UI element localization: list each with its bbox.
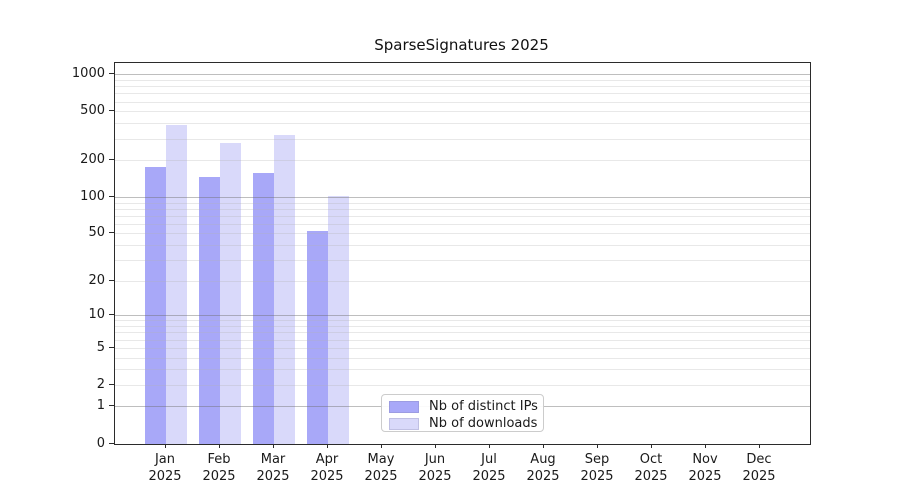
y-tick-mark-200 [109,159,114,161]
y-tick-mark-0 [109,442,114,444]
minor-gridline-600 [115,101,810,103]
x-tick-mark-jul [488,444,490,448]
major-gridline-100 [115,196,810,198]
y-tick-label-100: 100 [80,188,105,204]
y-tick-label-1000: 1000 [71,66,105,82]
y-tick-mark-5 [109,346,114,348]
minor-gridline-60 [115,223,810,225]
x-tick-mark-feb [218,444,220,448]
y-tick-mark-100 [109,195,114,197]
minor-gridline-3 [115,369,810,371]
x-tick-label-mar: Mar 2025 [256,452,290,484]
legend-row: Nb of distinct IPs [389,399,543,415]
x-tick-label-feb: Feb 2025 [202,452,236,484]
bar-nb-of-distinct-ips-jan [145,166,166,444]
x-tick-mark-jan [164,444,166,448]
legend-swatch-icon [389,418,419,430]
x-tick-mark-mar [272,444,274,448]
legend-label: Nb of downloads [429,416,538,431]
y-tick-label-2: 2 [96,376,105,392]
x-tick-mark-sep [596,444,598,448]
minor-gridline-700 [115,93,810,95]
x-tick-label-jan: Jan 2025 [148,452,182,484]
x-tick-mark-apr [326,444,328,448]
x-tick-mark-may [380,444,382,448]
x-tick-label-nov: Nov 2025 [688,452,722,484]
x-tick-label-jul: Jul 2025 [472,452,506,484]
bar-nb-of-downloads-jan [166,125,187,444]
y-tick-mark-2 [109,383,114,385]
minor-gridline-9 [115,320,810,322]
plot-area: Nb of distinct IPs Nb of downloads [114,62,811,445]
minor-gridline-50 [115,233,810,235]
y-tick-label-20: 20 [88,272,105,288]
y-tick-mark-10 [109,314,114,316]
x-tick-mark-nov [704,444,706,448]
minor-gridline-80 [115,208,810,210]
minor-gridline-400 [115,123,810,125]
y-tick-label-5: 5 [96,339,105,355]
minor-gridline-40 [115,245,810,247]
bar-nb-of-downloads-mar [274,134,295,444]
y-tick-mark-50 [109,232,114,234]
y-tick-mark-500 [109,110,114,112]
minor-gridline-5 [115,347,810,349]
bar-nb-of-distinct-ips-mar [253,173,274,444]
x-tick-label-sep: Sep 2025 [580,452,614,484]
minor-gridline-70 [115,215,810,217]
x-tick-label-aug: Aug 2025 [526,452,560,484]
x-tick-mark-aug [542,444,544,448]
major-gridline-10 [115,315,810,317]
gridlines-layer [115,63,810,444]
minor-gridline-30 [115,260,810,262]
x-tick-label-jun: Jun 2025 [418,452,452,484]
minor-gridline-300 [115,138,810,140]
legend-row: Nb of downloads [389,416,543,432]
legend-label: Nb of distinct IPs [429,399,538,414]
x-tick-mark-jun [434,444,436,448]
y-tick-label-0: 0 [96,435,105,451]
x-tick-mark-oct [650,444,652,448]
minor-gridline-90 [115,202,810,204]
bar-nb-of-downloads-apr [328,195,349,444]
bar-nb-of-distinct-ips-apr [307,230,328,444]
y-tick-label-500: 500 [80,103,105,119]
x-tick-label-may: May 2025 [364,452,398,484]
major-gridline-1000 [115,74,810,76]
minor-gridline-2 [115,384,810,386]
y-tick-mark-20 [109,279,114,281]
legend-swatch-icon [389,401,419,413]
y-tick-label-10: 10 [88,307,105,323]
minor-gridline-20 [115,280,810,282]
x-tick-label-dec: Dec 2025 [742,452,776,484]
chart-title: SparseSignatures 2025 [374,36,549,54]
y-tick-label-200: 200 [80,152,105,168]
minor-gridline-800 [115,86,810,88]
x-tick-mark-dec [758,444,760,448]
y-tick-mark-1000 [109,73,114,75]
minor-gridline-500 [115,111,810,113]
bar-nb-of-distinct-ips-feb [199,177,220,444]
bar-nb-of-downloads-feb [220,142,241,444]
y-tick-label-50: 50 [88,225,105,241]
minor-gridline-8 [115,326,810,328]
y-tick-mark-1 [109,405,114,407]
minor-gridline-200 [115,160,810,162]
bars-layer [115,63,810,444]
y-tick-label-1: 1 [96,398,105,414]
minor-gridline-900 [115,80,810,82]
minor-gridline-7 [115,332,810,334]
minor-gridline-6 [115,339,810,341]
x-tick-label-oct: Oct 2025 [634,452,668,484]
minor-gridline-4 [115,357,810,359]
x-tick-label-apr: Apr 2025 [310,452,344,484]
legend: Nb of distinct IPs Nb of downloads [381,394,544,432]
